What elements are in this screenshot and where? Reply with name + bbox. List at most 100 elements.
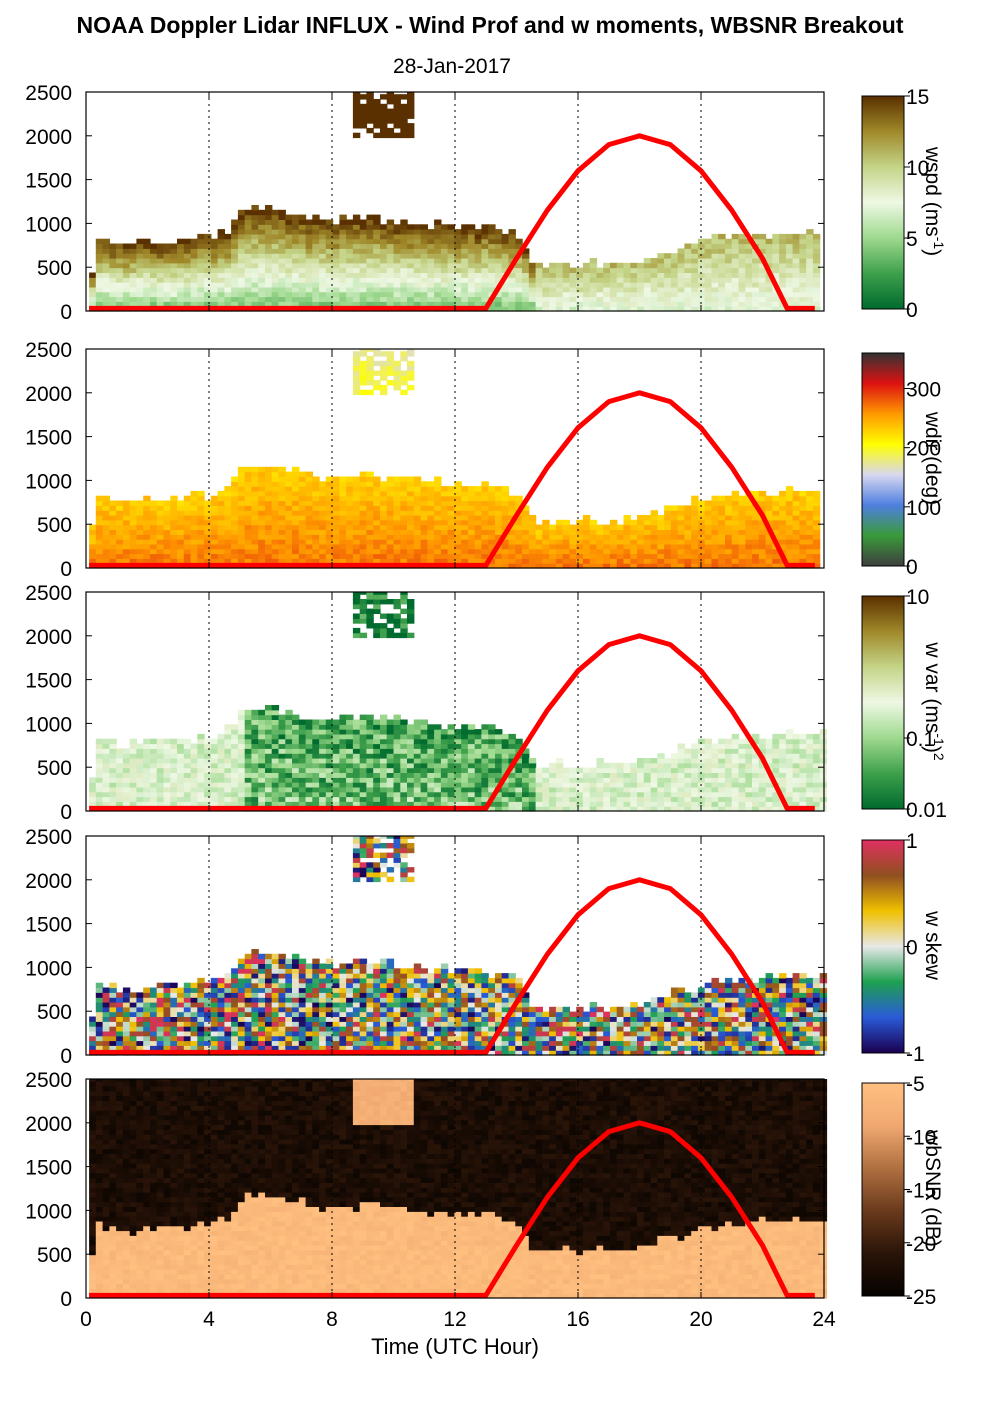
- heatmap-cell: [515, 738, 523, 745]
- y-tick-label: 2000: [25, 126, 72, 149]
- heatmap-cell: [603, 762, 611, 769]
- heatmap-cell: [413, 724, 422, 730]
- heatmap-cell: [122, 301, 131, 307]
- heatmap-cell: [488, 777, 496, 783]
- heatmap-cell: [481, 782, 489, 788]
- heatmap-cell: [704, 519, 713, 526]
- heatmap-cell: [677, 558, 685, 564]
- heatmap-cell: [197, 519, 205, 526]
- heatmap-cell: [380, 272, 388, 278]
- heatmap-cell: [440, 253, 449, 259]
- heatmap-cell: [650, 524, 658, 530]
- heatmap-cell: [163, 258, 171, 264]
- heatmap-cell: [271, 543, 280, 550]
- heatmap-cell: [623, 543, 631, 550]
- heatmap-cell: [292, 262, 300, 269]
- heatmap-cell: [610, 272, 618, 278]
- heatmap-cell: [386, 500, 395, 506]
- heatmap-cell: [562, 301, 570, 307]
- heatmap-cell: [664, 253, 672, 259]
- heatmap-cell: [265, 748, 273, 754]
- heatmap-cell: [224, 791, 232, 798]
- heatmap-cell: [596, 529, 604, 535]
- heatmap-cell: [150, 515, 158, 521]
- heatmap-cell: [352, 301, 361, 307]
- heatmap-cell: [237, 476, 246, 482]
- heatmap-cell: [461, 495, 469, 502]
- heatmap-cell: [217, 791, 225, 798]
- heatmap-cell: [758, 286, 767, 293]
- heatmap-cell: [501, 733, 510, 740]
- heatmap-cell: [427, 772, 435, 778]
- heatmap-cell: [495, 801, 503, 807]
- heatmap-cell: [95, 762, 104, 769]
- heatmap-cell: [386, 238, 395, 245]
- heatmap-cell: [352, 500, 361, 506]
- heatmap-cell: [359, 772, 368, 778]
- heatmap-cell: [285, 548, 293, 555]
- heatmap-cell: [535, 534, 543, 540]
- heatmap-cell: [637, 558, 645, 564]
- heatmap-cell: [278, 510, 286, 516]
- heatmap-cell: [163, 796, 171, 802]
- heatmap-cell: [204, 758, 212, 764]
- heatmap-cell: [204, 791, 212, 798]
- heatmap-cell: [332, 519, 340, 526]
- heatmap-cell: [197, 495, 205, 502]
- heatmap-cell: [298, 296, 307, 302]
- heatmap-cell: [285, 296, 293, 302]
- heatmap-cell: [393, 118, 401, 124]
- heatmap-cell: [725, 505, 733, 511]
- heatmap-cell: [339, 277, 347, 283]
- heatmap-cell: [170, 301, 178, 307]
- heatmap-cell: [210, 782, 219, 788]
- heatmap-cell: [738, 534, 746, 540]
- heatmap-cell: [630, 262, 638, 269]
- heatmap-cell: [806, 243, 814, 249]
- heatmap-cell: [325, 796, 334, 802]
- heatmap-cell: [677, 519, 685, 526]
- heatmap-cell: [657, 306, 665, 312]
- heatmap-cell: [177, 272, 185, 278]
- heatmap-cell: [440, 272, 449, 278]
- heatmap-cell: [718, 272, 726, 278]
- heatmap-cell: [102, 267, 110, 273]
- heatmap-cell: [292, 277, 300, 283]
- heatmap-cell: [393, 258, 401, 264]
- heatmap-cell: [156, 296, 165, 302]
- heatmap-cell: [237, 743, 246, 749]
- heatmap-cell: [467, 500, 476, 506]
- heatmap-cell: [271, 471, 280, 477]
- heatmap-cell: [542, 267, 550, 273]
- heatmap-cell: [535, 767, 543, 773]
- heatmap-cell: [366, 277, 374, 283]
- heatmap-cell: [183, 753, 192, 759]
- heatmap-cell: [697, 253, 706, 259]
- heatmap-cell: [380, 801, 388, 807]
- heatmap-cell: [285, 786, 293, 793]
- heatmap-cell: [183, 767, 192, 773]
- heatmap-cell: [420, 534, 428, 540]
- heatmap-cell: [555, 267, 564, 273]
- heatmap-cell: [217, 738, 225, 745]
- heatmap-cell: [413, 748, 422, 754]
- heatmap-cell: [163, 738, 171, 745]
- heatmap-cell: [752, 238, 760, 245]
- heatmap-cell: [528, 772, 537, 778]
- heatmap-cell: [637, 519, 645, 526]
- heatmap-cell: [217, 262, 225, 269]
- heatmap-cell: [156, 267, 165, 273]
- heatmap-cell: [603, 796, 611, 802]
- heatmap-cell: [562, 777, 570, 783]
- heatmap-cell: [237, 301, 246, 307]
- heatmap-cell: [718, 248, 726, 254]
- heatmap-cell: [312, 486, 320, 492]
- heatmap-cell: [488, 543, 496, 550]
- heatmap-cell: [582, 767, 591, 773]
- heatmap-cell: [366, 356, 374, 362]
- heatmap-cell: [447, 301, 455, 307]
- heatmap-cell: [386, 113, 395, 119]
- heatmap-cell: [197, 548, 205, 555]
- heatmap-cell: [237, 219, 246, 225]
